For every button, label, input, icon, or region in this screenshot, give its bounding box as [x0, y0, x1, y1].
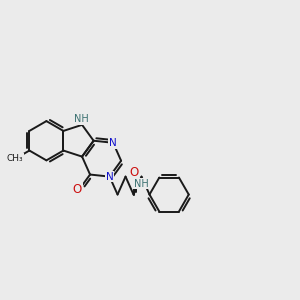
Text: O: O	[129, 167, 138, 179]
Text: N: N	[109, 138, 117, 148]
Text: CH₃: CH₃	[6, 154, 23, 163]
Text: NH: NH	[134, 179, 149, 189]
Text: O: O	[73, 183, 82, 196]
Text: NH: NH	[74, 114, 89, 124]
Text: N: N	[106, 172, 113, 182]
